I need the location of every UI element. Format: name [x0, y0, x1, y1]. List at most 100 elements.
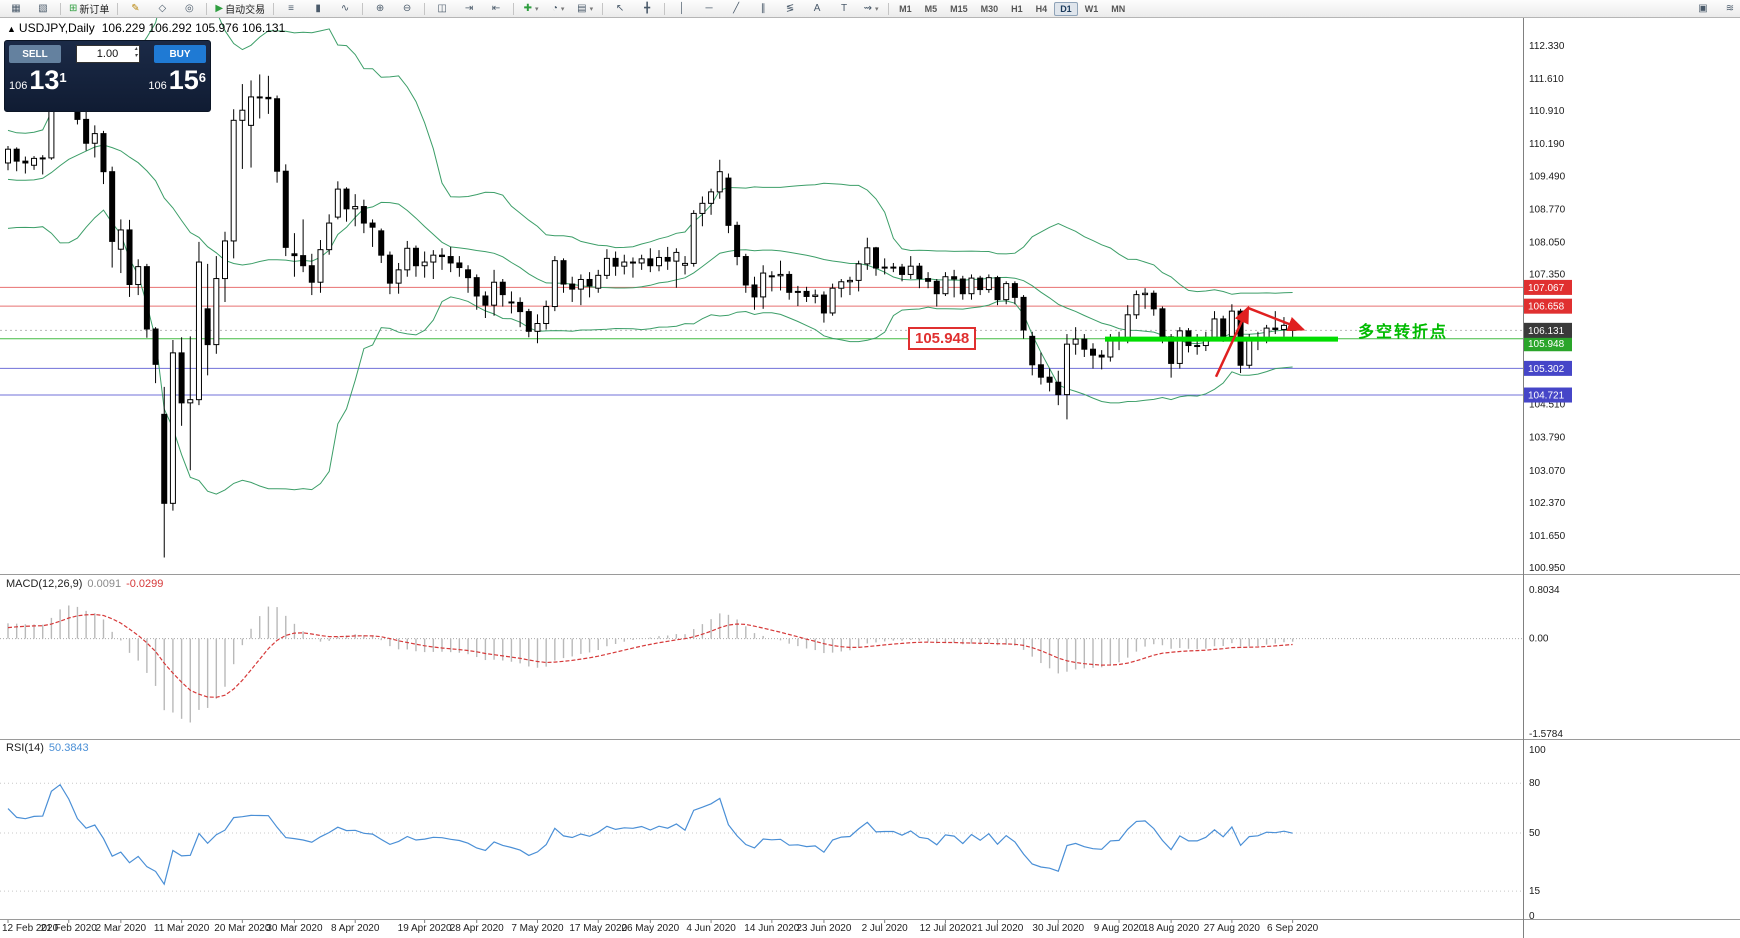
ask-price: 106 15 6 [148, 64, 206, 96]
cursor-icon[interactable]: ↖ [607, 1, 633, 17]
chart-shift-icon[interactable]: ⇤ [483, 1, 509, 17]
bar-chart-icon: ≡ [288, 2, 295, 14]
chevron-down-icon[interactable]: ▾ [535, 5, 539, 13]
svg-text:102.370: 102.370 [1529, 498, 1566, 509]
rsi-name: RSI(14) [6, 742, 44, 754]
metaeditor-icon[interactable]: ✎ [122, 1, 148, 17]
autotrading-button[interactable]: ▶ 自动交易 [211, 1, 269, 17]
timeframe-w1[interactable]: W1 [1084, 3, 1099, 14]
crosshair-icon: ╋ [644, 2, 651, 14]
fibonacci-icon[interactable]: ≶ [777, 1, 803, 17]
spinner-down-icon[interactable]: ▾ [134, 53, 138, 59]
text-icon[interactable]: A [804, 1, 830, 17]
svg-text:26 May 2020: 26 May 2020 [621, 923, 679, 934]
periods-button[interactable]: ◔ ▾ [545, 1, 571, 17]
tile-windows-icon: ◫ [437, 2, 447, 14]
templates-button[interactable]: ▤ ▾ [572, 1, 598, 17]
turning-point-note[interactable]: 多空转折点 [1358, 323, 1449, 341]
charts-window-icon[interactable]: ▦ [3, 1, 29, 17]
svg-text:105.302: 105.302 [1528, 364, 1565, 375]
connection-status-icon[interactable]: ≋ [1717, 1, 1740, 17]
chevron-down-icon[interactable]: ▾ [875, 5, 879, 13]
svg-text:103.790: 103.790 [1529, 433, 1566, 444]
strategy-tester-icon: ◇ [158, 2, 167, 14]
svg-text:2 Mar 2020: 2 Mar 2020 [96, 923, 147, 934]
crosshair-icon[interactable]: ╋ [634, 1, 660, 17]
accounts-icon[interactable]: ◎ [176, 1, 202, 17]
svg-text:106.658: 106.658 [1528, 302, 1565, 313]
sell-button[interactable]: SELL [9, 45, 61, 63]
tile-windows-icon[interactable]: ◫ [429, 1, 455, 17]
fullscreen-icon: ▣ [1698, 2, 1708, 14]
arrows-button[interactable]: ⇝ ▾ [858, 1, 884, 17]
chevron-down-icon[interactable]: ▾ [560, 5, 565, 13]
svg-text:104.721: 104.721 [1528, 391, 1565, 402]
svg-text:17 May 2020: 17 May 2020 [569, 923, 627, 934]
timeframe-m30[interactable]: M30 [980, 3, 999, 14]
timeframe-h4[interactable]: H4 [1035, 3, 1048, 14]
new-order-button-label: 新订单 [79, 5, 110, 16]
svg-text:12 Jul 2020: 12 Jul 2020 [920, 923, 972, 934]
candlestick-chart-icon: ▮ [315, 2, 321, 14]
svg-text:80: 80 [1529, 778, 1541, 789]
volume-spinner[interactable]: ▴ ▾ [134, 46, 137, 60]
strategy-tester-icon[interactable]: ◇ [149, 1, 175, 17]
svg-text:28 Apr 2020: 28 Apr 2020 [450, 923, 504, 934]
timeframe-m15[interactable]: M15 [950, 3, 968, 14]
cursor-icon: ↖ [615, 2, 625, 14]
svg-text:21 Jul 2020: 21 Jul 2020 [972, 923, 1024, 934]
svg-text:0.00: 0.00 [1529, 634, 1549, 645]
spinner-up-icon[interactable]: ▴ [134, 46, 138, 52]
chart-ohlc-title: ▲ USDJPY,Daily 106.229 106.292 105.976 106… [7, 21, 285, 35]
profile-icon[interactable]: ▧ [30, 1, 56, 17]
symbol-period-label: USDJPY,Daily [18, 21, 95, 35]
bid-pipette: 1 [59, 70, 67, 85]
text-label-icon[interactable]: T [831, 1, 857, 17]
svg-text:4 Jun 2020: 4 Jun 2020 [686, 923, 736, 934]
timeframe-mn[interactable]: MN [1111, 3, 1126, 14]
main-toolbar: ▦ ▧ ⊞ 新订单 ✎ ◇ ◎ ▶ 自动交易 ≡ ▮ ∿ ⊕ ⊖ ◫ ⇥ ⇤ ✚ ▾ ◔ ▾ ▤ ▾ ↖ ╋ │ ─ ╱ ∥ ≶ A T ⇝ ▾ M… [0, 0, 1740, 18]
zoom-out-icon[interactable]: ⊖ [394, 1, 420, 17]
svg-text:107.350: 107.350 [1529, 269, 1566, 280]
bar-chart-icon[interactable]: ≡ [278, 1, 304, 17]
timeframe-d1[interactable]: D1 [1054, 1, 1078, 16]
ask-pipette: 6 [198, 70, 206, 85]
zoom-in-icon[interactable]: ⊕ [367, 1, 393, 17]
toolbar-separator [424, 2, 426, 15]
line-chart-icon[interactable]: ∿ [332, 1, 358, 17]
axis-layer: 112.330 111.610 110.910 110.190 109.490 108.7… [0, 17, 1740, 938]
new-order-button: ⊞ [69, 2, 78, 14]
zoom-in-icon: ⊕ [375, 2, 385, 14]
svg-text:9 Aug 2020: 9 Aug 2020 [1094, 923, 1145, 934]
svg-text:100.950: 100.950 [1529, 563, 1566, 574]
svg-text:104.510: 104.510 [1529, 400, 1566, 411]
indicators-button[interactable]: ✚ ▾ [518, 1, 544, 17]
svg-text:107.067: 107.067 [1528, 283, 1565, 294]
volume-input[interactable]: 1.00 ▴ ▾ [75, 45, 140, 63]
fullscreen-icon[interactable]: ▣ [1690, 1, 1716, 17]
connection-status-icon: ≋ [1725, 2, 1735, 14]
collapse-panel-icon[interactable]: ▲ [7, 24, 16, 34]
svg-text:11 Mar 2020: 11 Mar 2020 [154, 923, 210, 934]
toolbar-separator [664, 2, 666, 15]
macd-main-value: 0.0091 [87, 578, 122, 590]
indicators-button: ✚ [523, 2, 533, 14]
timeframe-h1[interactable]: H1 [1011, 3, 1023, 14]
auto-scroll-icon[interactable]: ⇥ [456, 1, 482, 17]
bid-big-figure: 106 [9, 80, 28, 92]
timeframe-m5[interactable]: M5 [924, 3, 938, 14]
vertical-line-icon[interactable]: │ [669, 1, 695, 17]
price-level-callout[interactable]: 105.948 [908, 326, 977, 350]
candlestick-chart-icon[interactable]: ▮ [305, 1, 331, 17]
ask-pips: 15 [168, 65, 199, 95]
channel-icon[interactable]: ∥ [750, 1, 776, 17]
timeframe-m1[interactable]: M1 [899, 3, 912, 14]
horizontal-line-icon[interactable]: ─ [696, 1, 722, 17]
chevron-down-icon[interactable]: ▾ [589, 5, 594, 13]
trendline-icon[interactable]: ╱ [723, 1, 749, 17]
toolbar-separator [60, 2, 61, 15]
bid-pips: 13 [29, 65, 60, 95]
buy-button[interactable]: BUY [154, 45, 206, 63]
new-order-button[interactable]: ⊞ 新订单 [65, 1, 113, 17]
